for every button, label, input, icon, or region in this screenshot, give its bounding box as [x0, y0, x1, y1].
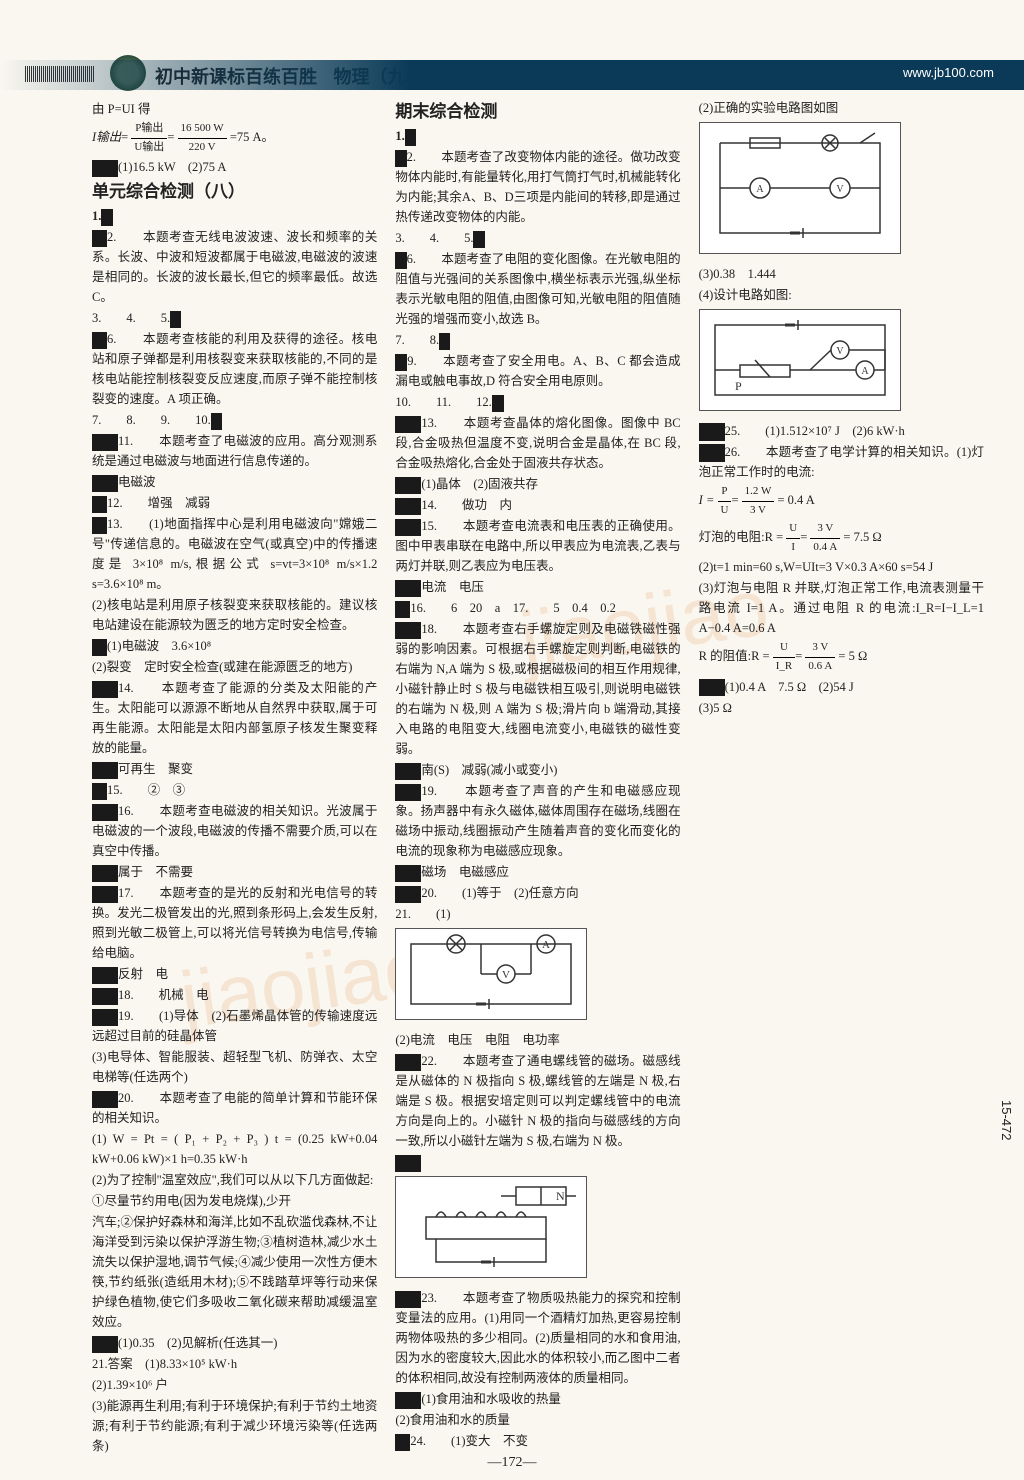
q16: 解析16. 本题考查电磁波的相关知识。光波属于电磁波的一个波段,电磁波的传播不需…	[92, 801, 377, 861]
svg-text:A: A	[756, 184, 764, 195]
brand-url: www.jb100.com	[903, 63, 994, 84]
f6: B6. 本题考查了电阻的变化图像。在光敏电阻的阻值与光强间的关系图像中,横坐标表…	[395, 249, 680, 329]
q7-10: 7. 8. 9. 10.B	[92, 410, 377, 430]
header-bar	[0, 60, 1024, 90]
q19: 答案19. (1)导体 (2)石墨烯晶体管的传输速度远远超过目前的硅晶体管	[92, 1006, 377, 1046]
c3-q26-2: (2)t=1 min=60 s,W=UIt=3 V×0.3 A×60 s=54 …	[699, 557, 984, 577]
c3-q23-a2: (2)食用油和水的质量	[395, 1410, 680, 1430]
formula-I: I = PU= 1.2 W3 V = 0.4 A	[699, 483, 984, 519]
c3-q24-4: (4)设计电路如图:	[699, 285, 984, 305]
page-number: —172—	[0, 1452, 1024, 1474]
c3-q21-2: (2)电流 电压 电阻 电功率	[395, 1030, 680, 1050]
q20: 解析20. 本题考查了电能的简单计算和节能环保的相关知识。	[92, 1088, 377, 1128]
f2: C2. 本题考查了改变物体内能的途径。做功改变物体内能时,有能量转化,用打气筒打…	[395, 147, 680, 227]
f19-ans: 答案磁场 电磁感应	[395, 862, 680, 882]
c3-q26-ans: 答案(1)0.4 A 7.5 Ω (2)54 J	[699, 677, 984, 697]
svg-text:V: V	[502, 969, 510, 981]
side-code: 15-472	[995, 1100, 1016, 1140]
content-columns: 由 P=UI 得 I输出= P输出U输出= 16 500 W220 V =75 …	[92, 98, 984, 1465]
q12: 答12. 增强 减弱	[92, 493, 377, 513]
c3-q26: 解析26. 本题考查了电学计算的相关知识。(1)灯泡正常工作时的电流:	[699, 442, 984, 482]
q14: 解析14. 本题考查了能源的分类及太阳能的产生。太阳能可以源源不断地从自然界中获…	[92, 678, 377, 758]
svg-text:P: P	[735, 379, 742, 393]
c3-q23-a1: 答案(1)食用油和水吸收的热量	[395, 1389, 680, 1409]
c3-q24: 答24. (1)变大 不变	[395, 1431, 680, 1451]
svg-text:V: V	[836, 184, 844, 195]
q13: 解13. (1)地面指挥中心是利用电磁波向"嫦娥二号"传递信息的。电磁波在空气(…	[92, 514, 377, 594]
t1-ans: 答案(1)0.35 (2)见解析(任选其一)	[92, 1333, 377, 1353]
q17: 解析17. 本题考查的是光的反射和光电信号的转换。发光二极管发出的光,照到条形码…	[92, 883, 377, 963]
text: 由 P=UI 得	[92, 99, 377, 119]
q1: 1.C	[92, 206, 377, 226]
f20: 答案20. (1)等于 (2)任意方向	[395, 883, 680, 903]
q16-ans: 答案属于 不需要	[92, 862, 377, 882]
section-title-final: 期末综合检测	[395, 98, 680, 125]
f14: 答案14. 做功 内	[395, 495, 680, 515]
svg-text:N: N	[556, 1189, 565, 1203]
q20c: ①尽量节约用电(因为发电烧煤),少开	[92, 1191, 377, 1211]
f7-8: 7. 8.B	[395, 330, 680, 350]
c3-q23: 解析23. 本题考查了物质吸热能力的探究和控制变量法的应用。(1)用同一个酒精灯…	[395, 1288, 680, 1388]
formula-Rv: R 的阻值:R = UI_R= 3 V0.6 A = 5 Ω	[699, 639, 984, 675]
f10-12: 10. 11. 12.D	[395, 392, 680, 412]
circuit-diagram-2: A V	[699, 122, 901, 254]
ans-blk: 答案	[395, 1152, 680, 1172]
q3-5: 3. 4. 5.C	[92, 308, 377, 328]
q18: 答案18. 机械 电	[92, 985, 377, 1005]
f13: 解析13. 本题考查晶体的熔化图像。图像中 BC 段,合金吸热但温度不变,说明合…	[395, 413, 680, 473]
q21: 21.答案 (1)8.33×10⁵ kW·h	[92, 1354, 377, 1374]
circuit-diagram-1: A V	[395, 928, 587, 1020]
q21b: (2)1.39×10⁶ 户	[92, 1375, 377, 1395]
f18: 解析18. 本题考查右手螺旋定则及电磁铁磁性强弱的影响因素。可根据右手螺旋定则判…	[395, 619, 680, 759]
t1: 汽车;②保护好森林和海洋,比如不乱砍滥伐森林,不让海洋受到污染以保护浮游生物;③…	[92, 1212, 377, 1332]
answer: 答案(1)16.5 kW (2)75 A	[92, 157, 377, 177]
q17-ans: 答案反射 电	[92, 964, 377, 984]
c3-q21: 21. (1)	[395, 904, 680, 924]
solenoid-diagram: N	[395, 1176, 587, 1278]
q20a: (1) W = Pt = ( P₁ + P₂ + P₃ ) t = (0.25 …	[92, 1129, 377, 1169]
formula-R: 灯泡的电阻:R = UI= 3 V0.4 A = 7.5 Ω	[699, 520, 984, 556]
q11-ans: 答案电磁波	[92, 472, 377, 492]
q13b: (2)核电站是利用原子核裂变来获取核能的。建议核电站建设在能源较为匮乏的地方定时…	[92, 595, 377, 635]
f3-5: 3. 4. 5.D	[395, 228, 680, 248]
formula: I输出= P输出U输出= 16 500 W220 V =75 A。	[92, 120, 377, 156]
c3-q25: 答案25. (1)1.512×10⁷ J (2)6 kW·h	[699, 421, 984, 441]
q11: 解析11. 本题考查了电磁波的应用。高分观测系统是通过电磁波与地面进行信息传递的…	[92, 431, 377, 471]
q6: 解6. 本题考查核能的利用及获得的途径。核电站和原子弹都是利用核裂变来获取核能的…	[92, 329, 377, 409]
c3-q26-ans2: (3)5 Ω	[699, 698, 984, 718]
q20b: (2)为了控制"温室效应",我们可以从以下几方面做起:	[92, 1170, 377, 1190]
f19: 解析19. 本题考查了声音的产生和电磁感应现象。扬声器中有永久磁体,磁体周围存在…	[395, 781, 680, 861]
q14-ans: 答案可再生 聚变	[92, 759, 377, 779]
f16-17: 答16. 6 20 a 17. 5 0.4 0.2	[395, 598, 680, 618]
q13-ans2: (2)裂变 定时安全检查(或建在能源匮乏的地方)	[92, 657, 377, 677]
f18-ans: 答案南(S) 减弱(减小或变小)	[395, 760, 680, 780]
svg-text:A: A	[542, 939, 550, 951]
f13-ans: 答案(1)晶体 (2)固液共存	[395, 474, 680, 494]
c3-q22: 解析22. 本题考查了通电螺线管的磁场。磁感线是从磁体的 N 极指向 S 极,螺…	[395, 1051, 680, 1151]
f15: 解析15. 本题考查电流表和电压表的正确使用。图中甲表串联在电路中,所以甲表应为…	[395, 516, 680, 576]
q19b: (3)电导体、智能服装、超轻型飞机、防弹衣、太空电梯等(任选两个)	[92, 1047, 377, 1087]
c3-q24b: (2)正确的实验电路图如图	[699, 98, 984, 118]
q15: 答15. ② ③	[92, 780, 377, 800]
f9: D9. 本题考查了安全用电。A、B、C 都会造成漏电或触电事故,D 符合安全用电…	[395, 351, 680, 391]
svg-text:A: A	[861, 366, 869, 377]
section-title: 单元综合检测（八）	[92, 178, 377, 205]
q21c: (3)能源再生利用;有利于环境保护;有利于节约土地资源;有利于节约能源;有利于减…	[92, 1396, 377, 1456]
f1: 1.C	[395, 126, 680, 146]
circuit-diagram-3: P V A	[699, 309, 901, 411]
c3-q24-3: (3)0.38 1.444	[699, 264, 984, 284]
f15-ans: 答案电流 电压	[395, 577, 680, 597]
c3-q26-3: (3)灯泡与电阻 R 并联,灯泡正常工作,电流表测量干路电流 I=1 A。通过电…	[699, 578, 984, 638]
q13-ans1: 答(1)电磁波 3.6×10⁸	[92, 636, 377, 656]
svg-text:V: V	[836, 346, 844, 357]
q2: 解2. 本题考查无线电波波速、波长和频率的关系。长波、中波和短波都属于电磁波,电…	[92, 227, 377, 307]
